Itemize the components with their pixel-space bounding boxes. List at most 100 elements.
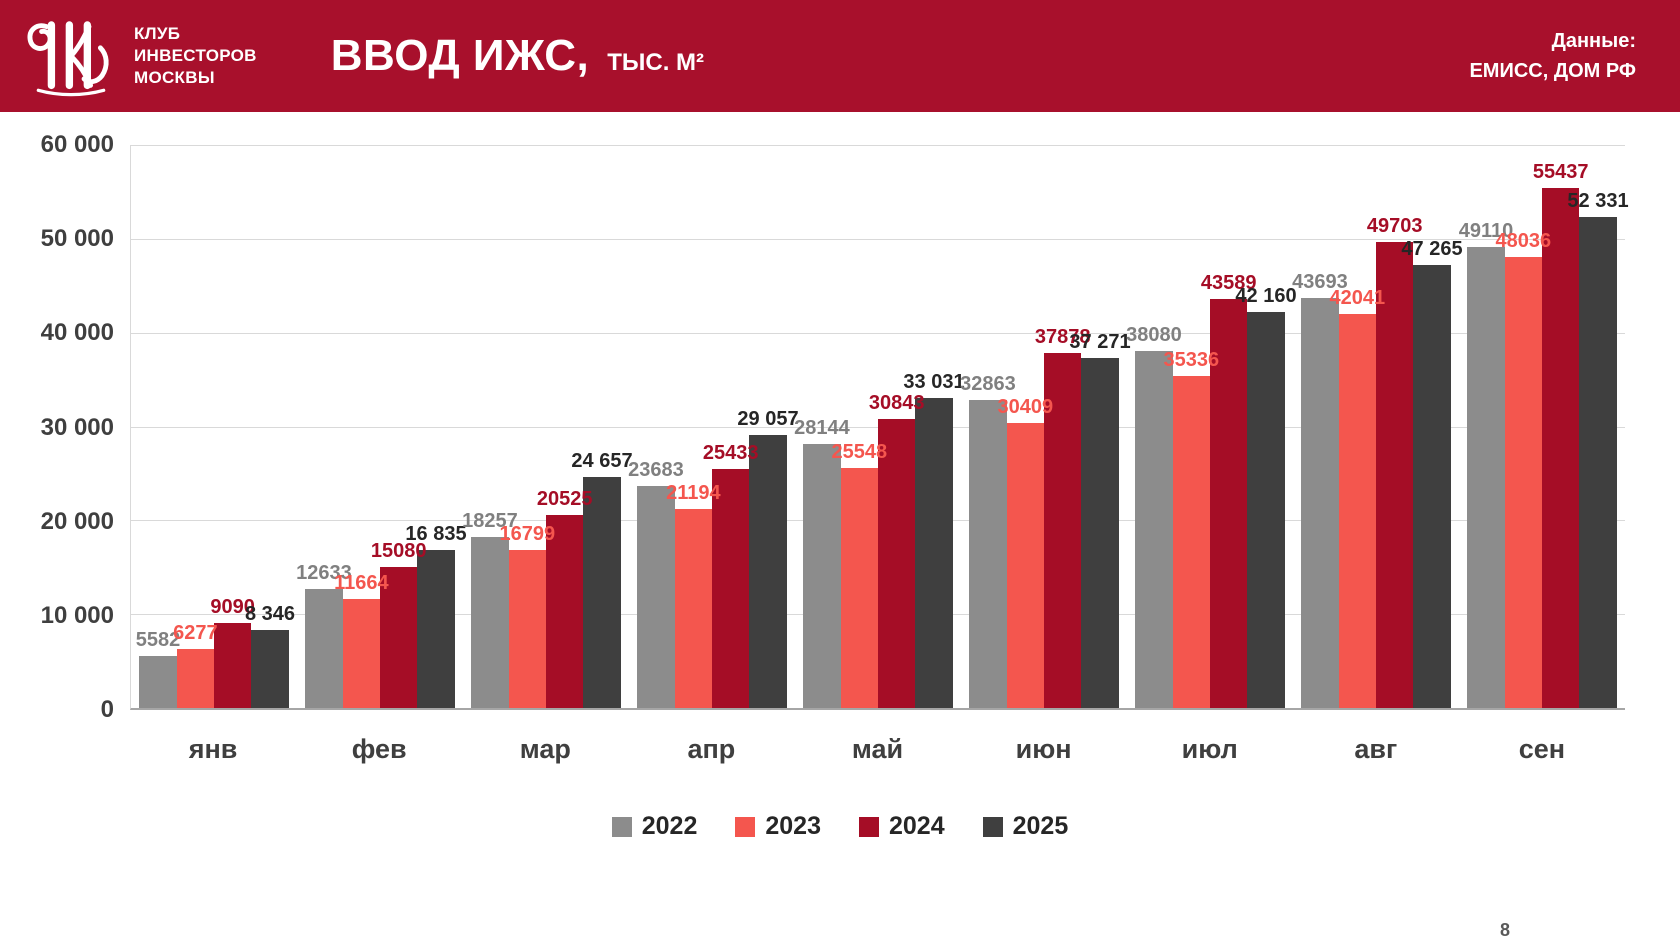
bar-value-label: 43589 — [1200, 272, 1257, 294]
bar-slot: 47 265 — [1401, 145, 1463, 708]
legend: 2022 2023 2024 2025 — [0, 812, 1680, 841]
bar-slot: 21194 — [666, 145, 721, 708]
bar-slot: 48036 — [1496, 145, 1551, 708]
bar-value-label: 43693 — [1292, 271, 1348, 294]
bar-2022-июн — [969, 399, 1007, 708]
y-axis: 0 10 000 20 000 30 000 40 000 50 000 60 000 — [0, 131, 114, 723]
bar-2024-июл — [1210, 299, 1248, 708]
bar-2025-фев — [417, 550, 455, 708]
bar-value-label: 16 835 — [405, 523, 467, 546]
bar-value-label: 38080 — [1126, 323, 1182, 346]
bar-slot: 20525 — [537, 145, 592, 708]
bar-value-label: 48036 — [1495, 230, 1552, 253]
bar-value-label: 42 160 — [1235, 285, 1297, 308]
bar-group-сен: 49110 48036 55437 52 331 — [1458, 145, 1629, 708]
bar-slot: 25433 — [703, 145, 758, 708]
bar-value-label: 28144 — [794, 416, 850, 439]
plot-area: 5582 6277 9090 8 346 12633 11664 15080 16 835 18… — [130, 145, 1629, 710]
bar-value-label: 9090 — [210, 595, 255, 618]
data-source: Данные: ЕМИСС, ДОМ РФ — [1469, 26, 1636, 86]
bar-slot: 38080 — [1126, 145, 1182, 708]
bar-slot: 35336 — [1164, 145, 1219, 708]
bar-slot: 16799 — [500, 145, 555, 708]
bar-2024-июн — [1044, 352, 1082, 708]
bar-slot: 37 271 — [1069, 145, 1131, 708]
bar-slot: 30409 — [998, 145, 1053, 708]
bar-value-label: 16799 — [499, 523, 556, 546]
bar-2022-фев — [305, 589, 343, 708]
bar-slot: 8 346 — [245, 145, 295, 708]
bar-2025-янв — [251, 629, 289, 708]
gridline — [131, 238, 1625, 240]
legend-item-2023: 2023 — [735, 812, 821, 841]
bar-2025-май — [915, 398, 953, 708]
bar-2024-апр — [712, 469, 750, 708]
bar-value-label: 49110 — [1458, 220, 1514, 243]
x-axis-label-мар: мар — [519, 734, 571, 764]
x-axis-label-апр: апр — [687, 734, 736, 764]
bar-slot: 25548 — [832, 145, 887, 708]
bar-value-label: 5582 — [135, 628, 181, 651]
bar-group-май: 28144 25548 30843 33 031 — [794, 145, 965, 708]
data-source-label: Данные: — [1551, 30, 1636, 52]
page-title: ВВОД ИЖС, — [330, 31, 590, 80]
bar-slot: 12633 — [296, 145, 352, 708]
x-axis-label-фев: фев — [351, 734, 407, 764]
bar-value-label: 20525 — [536, 488, 593, 511]
bar-2023-сен — [1504, 257, 1542, 708]
bar-value-label: 37 271 — [1069, 331, 1131, 354]
bar-value-label: 49703 — [1366, 214, 1423, 237]
bar-2023-мар — [508, 550, 546, 708]
bar-value-label: 35336 — [1163, 349, 1220, 372]
bar-slot: 11664 — [334, 145, 389, 708]
y-axis-tick-label: 10 000 — [40, 601, 114, 629]
bar-2024-янв — [214, 622, 252, 708]
legend-item-2024: 2024 — [859, 812, 945, 841]
y-axis-tick-label: 0 — [100, 696, 114, 723]
bar-2022-май — [803, 443, 841, 708]
bar-group-мар: 18257 16799 20525 24 657 — [462, 145, 633, 708]
bar-slot: 16 835 — [405, 145, 467, 708]
x-axis: янв фев мар апр май июн июл авг сен — [130, 734, 1625, 765]
x-axis-label-июн: июн — [1015, 734, 1072, 764]
bar-slot: 55437 — [1533, 145, 1588, 708]
bar-slot: 42041 — [1330, 145, 1385, 708]
bar-slot: 43693 — [1292, 145, 1348, 708]
bar-2023-фев — [342, 598, 380, 708]
bar-2024-сен — [1542, 187, 1580, 708]
club-name-line: КЛУБ — [134, 23, 181, 43]
bar-value-label: 15080 — [370, 539, 427, 562]
y-axis-tick-label: 20 000 — [40, 507, 114, 535]
bar-slot: 5582 — [136, 145, 180, 708]
bar-value-label: 23683 — [628, 458, 684, 481]
legend-label: 2024 — [889, 812, 945, 840]
title-wrap: ВВОД ИЖС, ТЫС. М² — [331, 31, 704, 81]
legend-swatch-icon — [859, 816, 879, 837]
bar-group-авг: 43693 42041 49703 47 265 — [1292, 145, 1463, 708]
bar-value-label: 30409 — [997, 395, 1054, 418]
bar-2022-апр — [637, 485, 675, 708]
bar-value-label: 33 031 — [903, 371, 965, 394]
bar-slot: 28144 — [794, 145, 850, 708]
x-axis-label-янв: янв — [188, 734, 238, 764]
y-axis-tick-label: 30 000 — [40, 413, 114, 441]
club-name-line: МОСКВЫ — [134, 68, 215, 88]
bar-slot: 23683 — [628, 145, 684, 708]
bar-value-label: 11664 — [334, 571, 389, 594]
bar-value-label: 12633 — [296, 562, 352, 585]
bar-value-label: 55437 — [1532, 160, 1589, 183]
bar-2022-янв — [139, 655, 177, 708]
bar-2024-мар — [546, 515, 584, 708]
legend-swatch-icon — [982, 816, 1003, 837]
bar-2022-сен — [1467, 247, 1505, 708]
bar-value-label: 18257 — [462, 509, 518, 532]
legend-label: 2022 — [641, 812, 698, 840]
legend-label: 2025 — [1012, 812, 1069, 840]
bar-2022-мар — [471, 536, 509, 708]
bar-2025-июн — [1081, 358, 1119, 708]
bar-2025-авг — [1413, 264, 1451, 708]
gridline — [131, 332, 1625, 334]
bar-2023-авг — [1338, 313, 1376, 708]
bar-value-label: 30843 — [868, 391, 925, 414]
bar-group-июл: 38080 35336 43589 42 160 — [1126, 145, 1297, 708]
